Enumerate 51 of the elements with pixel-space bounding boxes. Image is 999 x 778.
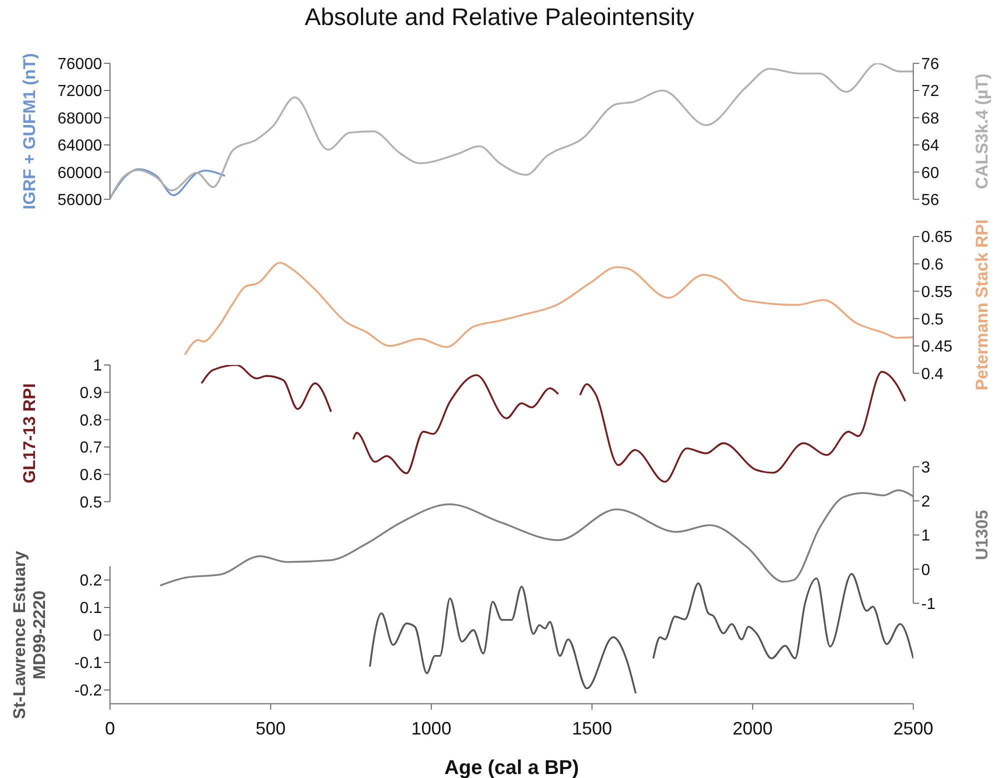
y-tick-label: 0.9 <box>80 385 102 402</box>
y2-tick-label: 0.5 <box>921 311 944 328</box>
x-tick-label: 2000 <box>732 718 773 739</box>
line-series <box>159 489 914 586</box>
y-tick-label: 56000 <box>58 192 102 209</box>
y-tick-label: -0.1 <box>74 655 102 672</box>
y2-tick-label: 3 <box>921 459 930 476</box>
y-axis-title: St-Lawrence Estuary MD99-2220 <box>10 550 48 720</box>
y-tick-label: 0.6 <box>80 467 102 484</box>
y-tick-label: 0.5 <box>80 494 102 512</box>
x-tick-label: 500 <box>256 718 286 739</box>
y-axis-title: IGRF + GUFM1 (nT) <box>20 53 38 210</box>
line-series <box>184 262 914 356</box>
y2-tick-label: 0.65 <box>921 229 953 246</box>
y-tick-label: 0 <box>93 628 102 645</box>
y-tick-label: 0.2 <box>80 572 102 590</box>
y-tick-label: 60000 <box>58 164 102 182</box>
line-series <box>110 168 226 200</box>
y-tick-label: 0.1 <box>80 600 102 618</box>
y2-tick-label: 0.45 <box>921 338 953 356</box>
chart-title: Absolute and Relative Paleointensity <box>304 4 696 32</box>
x-tick-label: 1500 <box>572 718 612 739</box>
y2-tick-label: 68 <box>921 110 940 128</box>
y2-tick-label: 0.6 <box>921 256 944 274</box>
y2-tick-label: 56 <box>921 192 940 209</box>
y2-axis-title: U1305 <box>972 510 991 560</box>
y-tick-label: 68000 <box>58 110 102 128</box>
y2-tick-label: -1 <box>921 596 936 613</box>
y-tick-label: 0.7 <box>80 440 102 457</box>
y-tick-label: 64000 <box>58 138 102 155</box>
y2-tick-label: 1 <box>921 528 930 545</box>
y-axis-title: GL17-13 RPI <box>20 383 38 484</box>
y-tick-label: 0.8 <box>80 412 102 430</box>
y2-tick-label: 0.4 <box>921 366 944 383</box>
y2-tick-label: 64 <box>921 138 940 155</box>
y2-axis-title: CALS3k.4 (µT) <box>972 74 991 190</box>
y-tick-label: 76000 <box>58 56 102 73</box>
y2-tick-label: 60 <box>921 164 940 182</box>
x-tick-label: 2500 <box>893 718 934 739</box>
y2-tick-label: 0.55 <box>921 284 953 301</box>
y-tick-label: 72000 <box>58 83 102 100</box>
y2-tick-label: 72 <box>921 83 940 100</box>
y2-tick-label: 76 <box>921 56 940 73</box>
y2-axis-title: Petermann Stack RPI <box>972 219 991 390</box>
x-tick-label: 1000 <box>411 718 452 739</box>
y-tick-label: 1 <box>93 358 102 375</box>
y2-tick-label: 0 <box>921 562 930 579</box>
line-series <box>110 63 914 199</box>
x-axis-title: Age (cal a BP) <box>444 756 579 778</box>
y2-tick-label: 2 <box>921 494 930 511</box>
y-tick-label: -0.2 <box>74 682 102 700</box>
